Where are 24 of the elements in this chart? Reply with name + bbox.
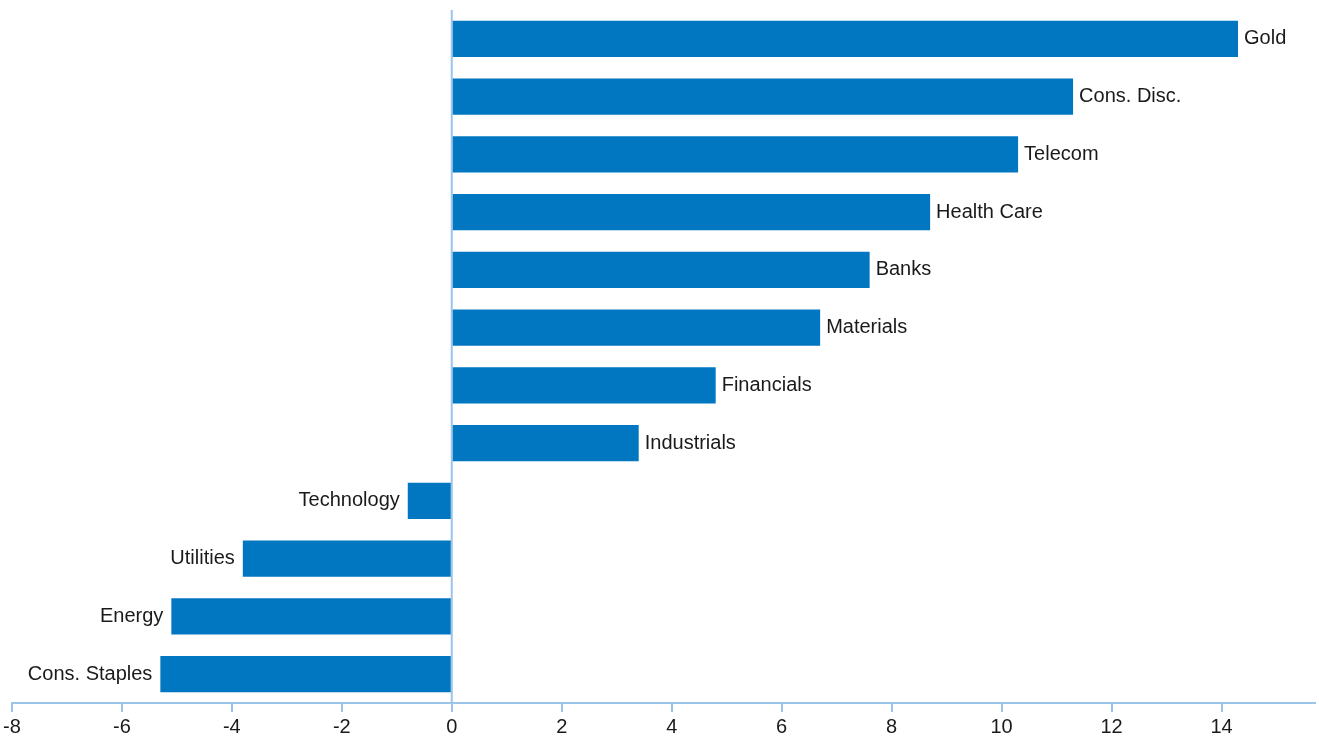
x-tick-label: 4: [666, 714, 678, 737]
x-tick-label: 8: [886, 714, 898, 737]
y-tick-label: Utilities: [170, 546, 235, 569]
y-tick-label: Gold: [1244, 26, 1287, 49]
y-tick-label: Telecom: [1024, 141, 1099, 164]
x-tick-label: 6: [776, 714, 788, 737]
x-tick-label: -4: [222, 714, 241, 737]
y-tick-label: Cons. Disc.: [1079, 84, 1182, 107]
x-tick-label: 10: [990, 714, 1013, 737]
y-tick-label: Technology: [298, 488, 400, 511]
y-tick-label: Financials: [721, 372, 812, 395]
x-tick-label: 14: [1210, 714, 1233, 737]
x-tick-label: 12: [1100, 714, 1123, 737]
y-tick-label: Materials: [826, 315, 908, 338]
x-tick-label: -2: [332, 714, 351, 737]
y-tick-label: Health Care: [936, 199, 1043, 222]
y-tick-label: Energy: [99, 603, 164, 626]
x-tick-label: -6: [112, 714, 131, 737]
x-tick-label: 2: [556, 714, 568, 737]
y-tick-label: Cons. Staples: [27, 661, 153, 684]
y-tick-label: Banks: [875, 257, 932, 280]
y-tick-label: Industrials: [644, 430, 736, 453]
x-tick-label: 0: [446, 714, 458, 737]
x-tick-label: -8: [2, 714, 21, 737]
